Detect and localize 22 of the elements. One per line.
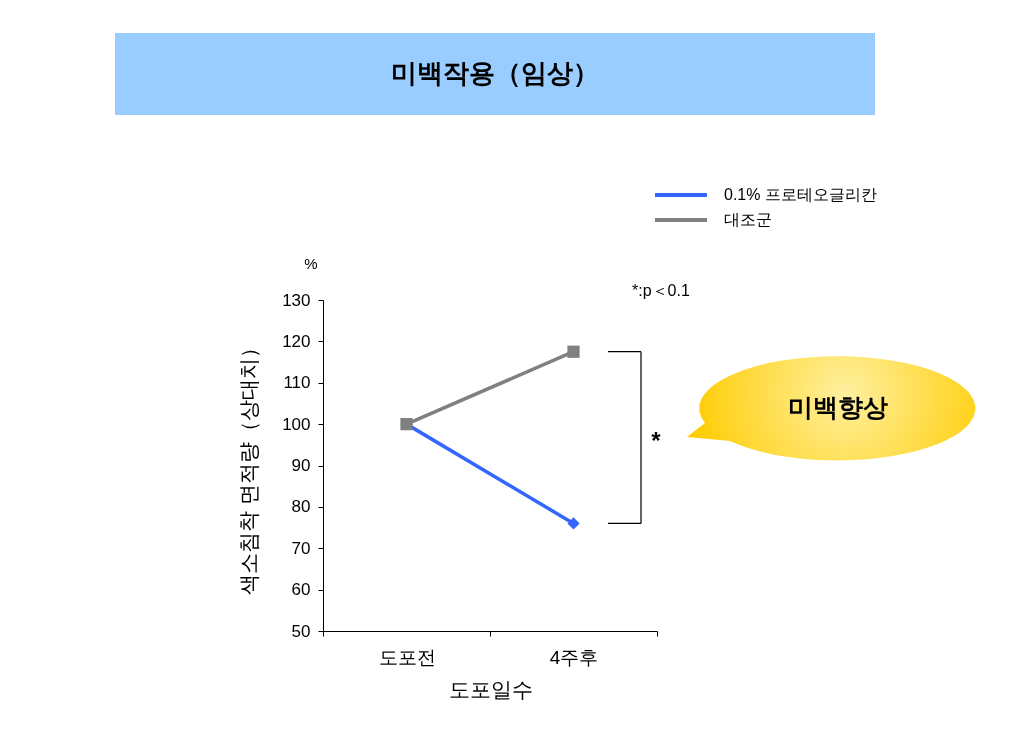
y-tick-label: 90: [291, 456, 311, 475]
point: [567, 345, 580, 358]
y-tick-label: 120: [282, 331, 311, 351]
x-tick-label: 도포전: [378, 646, 436, 668]
chart-title: 미백작용（임상）: [391, 58, 599, 88]
y-tick-label: 80: [291, 497, 311, 517]
legend-label: 대조군: [724, 211, 772, 228]
text: *:p＜0.1: [632, 282, 690, 299]
y-tick-label: 60: [291, 580, 311, 600]
legend-label: 0.1% 프로테오글리칸: [724, 186, 877, 203]
y-axis-title: 색소침착 면적량（상대치）: [237, 337, 261, 595]
annotation: *: [651, 427, 662, 454]
point: [567, 517, 580, 530]
x-tick-label: 4주후: [549, 646, 599, 668]
y-tick-label: 70: [291, 538, 311, 558]
text: 미백향상: [788, 393, 888, 421]
x-axis-title: 도포일수: [448, 677, 533, 701]
y-tick-label: 110: [283, 373, 311, 393]
text: %: [304, 255, 318, 272]
y-tick-label: 130: [282, 290, 311, 310]
y-tick-label: 100: [282, 414, 311, 434]
y-tick-label: 50: [291, 621, 311, 641]
